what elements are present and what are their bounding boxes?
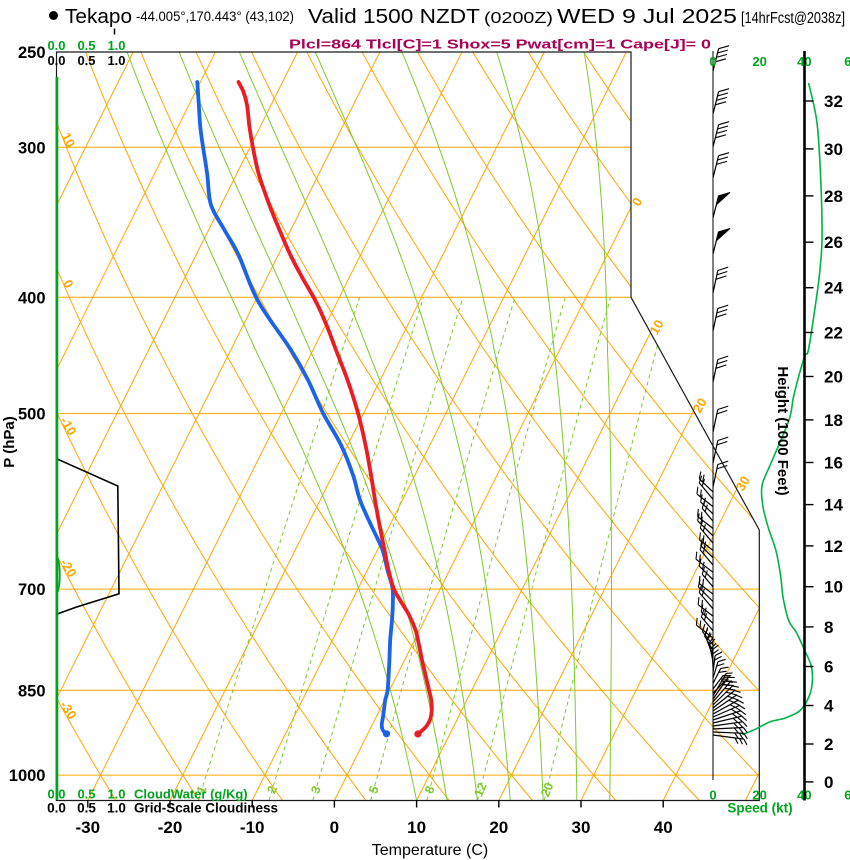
svg-text:500: 500 bbox=[18, 406, 46, 424]
svg-text:28: 28 bbox=[824, 187, 843, 206]
svg-text:0: 0 bbox=[824, 773, 833, 792]
svg-text:2: 2 bbox=[824, 735, 833, 754]
svg-text:20: 20 bbox=[824, 368, 843, 387]
svg-text:1.0: 1.0 bbox=[107, 801, 126, 816]
svg-text:18: 18 bbox=[824, 411, 843, 430]
svg-text:Grid-Scale Cloudiness: Grid-Scale Cloudiness bbox=[134, 801, 278, 816]
svg-text:0.5: 0.5 bbox=[77, 787, 95, 802]
svg-text:1000: 1000 bbox=[9, 767, 46, 785]
svg-text:30: 30 bbox=[824, 140, 843, 159]
svg-text:5: 5 bbox=[366, 784, 382, 796]
svg-text:6: 6 bbox=[824, 658, 833, 677]
svg-text:Tekapo: Tekapo bbox=[65, 6, 132, 28]
svg-text:-30: -30 bbox=[76, 818, 101, 837]
svg-text:40: 40 bbox=[654, 818, 673, 837]
svg-text:0: 0 bbox=[330, 818, 339, 837]
svg-text:1: 1 bbox=[194, 784, 210, 796]
svg-text:10: 10 bbox=[58, 130, 78, 150]
svg-text:20: 20 bbox=[752, 788, 766, 803]
svg-text:400: 400 bbox=[18, 289, 46, 307]
svg-text:26: 26 bbox=[824, 233, 843, 252]
svg-text:Height (1000 Feet): Height (1000 Feet) bbox=[774, 366, 791, 495]
svg-text:Temperature (C): Temperature (C) bbox=[372, 842, 488, 859]
svg-text:-10: -10 bbox=[240, 818, 265, 837]
svg-text:CloudWater (g/Kg): CloudWater (g/Kg) bbox=[134, 787, 248, 802]
svg-text:30: 30 bbox=[572, 818, 591, 837]
svg-text:0: 0 bbox=[709, 54, 716, 69]
svg-text:WED 9 Jul 2025: WED 9 Jul 2025 bbox=[557, 5, 737, 28]
svg-text:0.5: 0.5 bbox=[77, 53, 95, 68]
svg-text:-44.005°,170.443° (43,102): -44.005°,170.443° (43,102) bbox=[136, 9, 294, 24]
svg-text:1.0: 1.0 bbox=[107, 53, 125, 68]
svg-text:0: 0 bbox=[709, 788, 716, 803]
svg-text:P (hPa): P (hPa) bbox=[1, 416, 18, 467]
svg-text:32: 32 bbox=[824, 92, 843, 111]
svg-text:0.0: 0.0 bbox=[47, 38, 65, 53]
svg-text:0.0: 0.0 bbox=[47, 53, 65, 68]
svg-text:(0200Z): (0200Z) bbox=[484, 10, 553, 27]
svg-text:12: 12 bbox=[824, 537, 843, 556]
svg-text:60: 60 bbox=[844, 788, 850, 803]
svg-text:-20: -20 bbox=[158, 818, 183, 837]
svg-text:8: 8 bbox=[824, 618, 833, 637]
svg-text:1.0: 1.0 bbox=[107, 787, 125, 802]
svg-text:14: 14 bbox=[824, 496, 843, 515]
svg-text:24: 24 bbox=[824, 279, 843, 298]
svg-text:12: 12 bbox=[471, 781, 489, 799]
svg-text:2: 2 bbox=[264, 784, 280, 796]
svg-text:0.5: 0.5 bbox=[77, 801, 96, 816]
svg-text:20: 20 bbox=[489, 818, 508, 837]
svg-text:0.5: 0.5 bbox=[77, 38, 95, 53]
svg-text:8: 8 bbox=[422, 784, 438, 796]
svg-text:0.0: 0.0 bbox=[47, 801, 66, 816]
svg-text:Valid 1500 NZDT: Valid 1500 NZDT bbox=[308, 5, 481, 28]
svg-text:3: 3 bbox=[308, 784, 324, 796]
svg-text:22: 22 bbox=[824, 324, 843, 343]
svg-text:700: 700 bbox=[18, 581, 46, 599]
svg-text:10: 10 bbox=[646, 317, 666, 337]
svg-text:Speed (kt): Speed (kt) bbox=[727, 801, 792, 816]
svg-text:20: 20 bbox=[752, 54, 766, 69]
svg-text:250: 250 bbox=[18, 44, 46, 62]
svg-text:20: 20 bbox=[538, 781, 556, 799]
svg-text:10: 10 bbox=[407, 818, 426, 837]
svg-text:60: 60 bbox=[844, 54, 850, 69]
svg-text:[14hrFcst@2038z]: [14hrFcst@2038z] bbox=[741, 10, 845, 27]
svg-text:300: 300 bbox=[18, 139, 46, 157]
svg-text:4: 4 bbox=[824, 697, 834, 716]
svg-text:16: 16 bbox=[824, 454, 843, 473]
svg-text:850: 850 bbox=[18, 682, 46, 700]
svg-text:0.0: 0.0 bbox=[47, 787, 65, 802]
svg-text:20: 20 bbox=[690, 395, 710, 415]
svg-text:10: 10 bbox=[824, 578, 843, 597]
svg-text:30: 30 bbox=[733, 473, 753, 493]
svg-text:1.0: 1.0 bbox=[107, 38, 125, 53]
svg-text:Plcl=864 Tlcl[C]=1 Shox=5 Pwat: Plcl=864 Tlcl[C]=1 Shox=5 Pwat[cm]=1 Cap… bbox=[289, 37, 711, 52]
